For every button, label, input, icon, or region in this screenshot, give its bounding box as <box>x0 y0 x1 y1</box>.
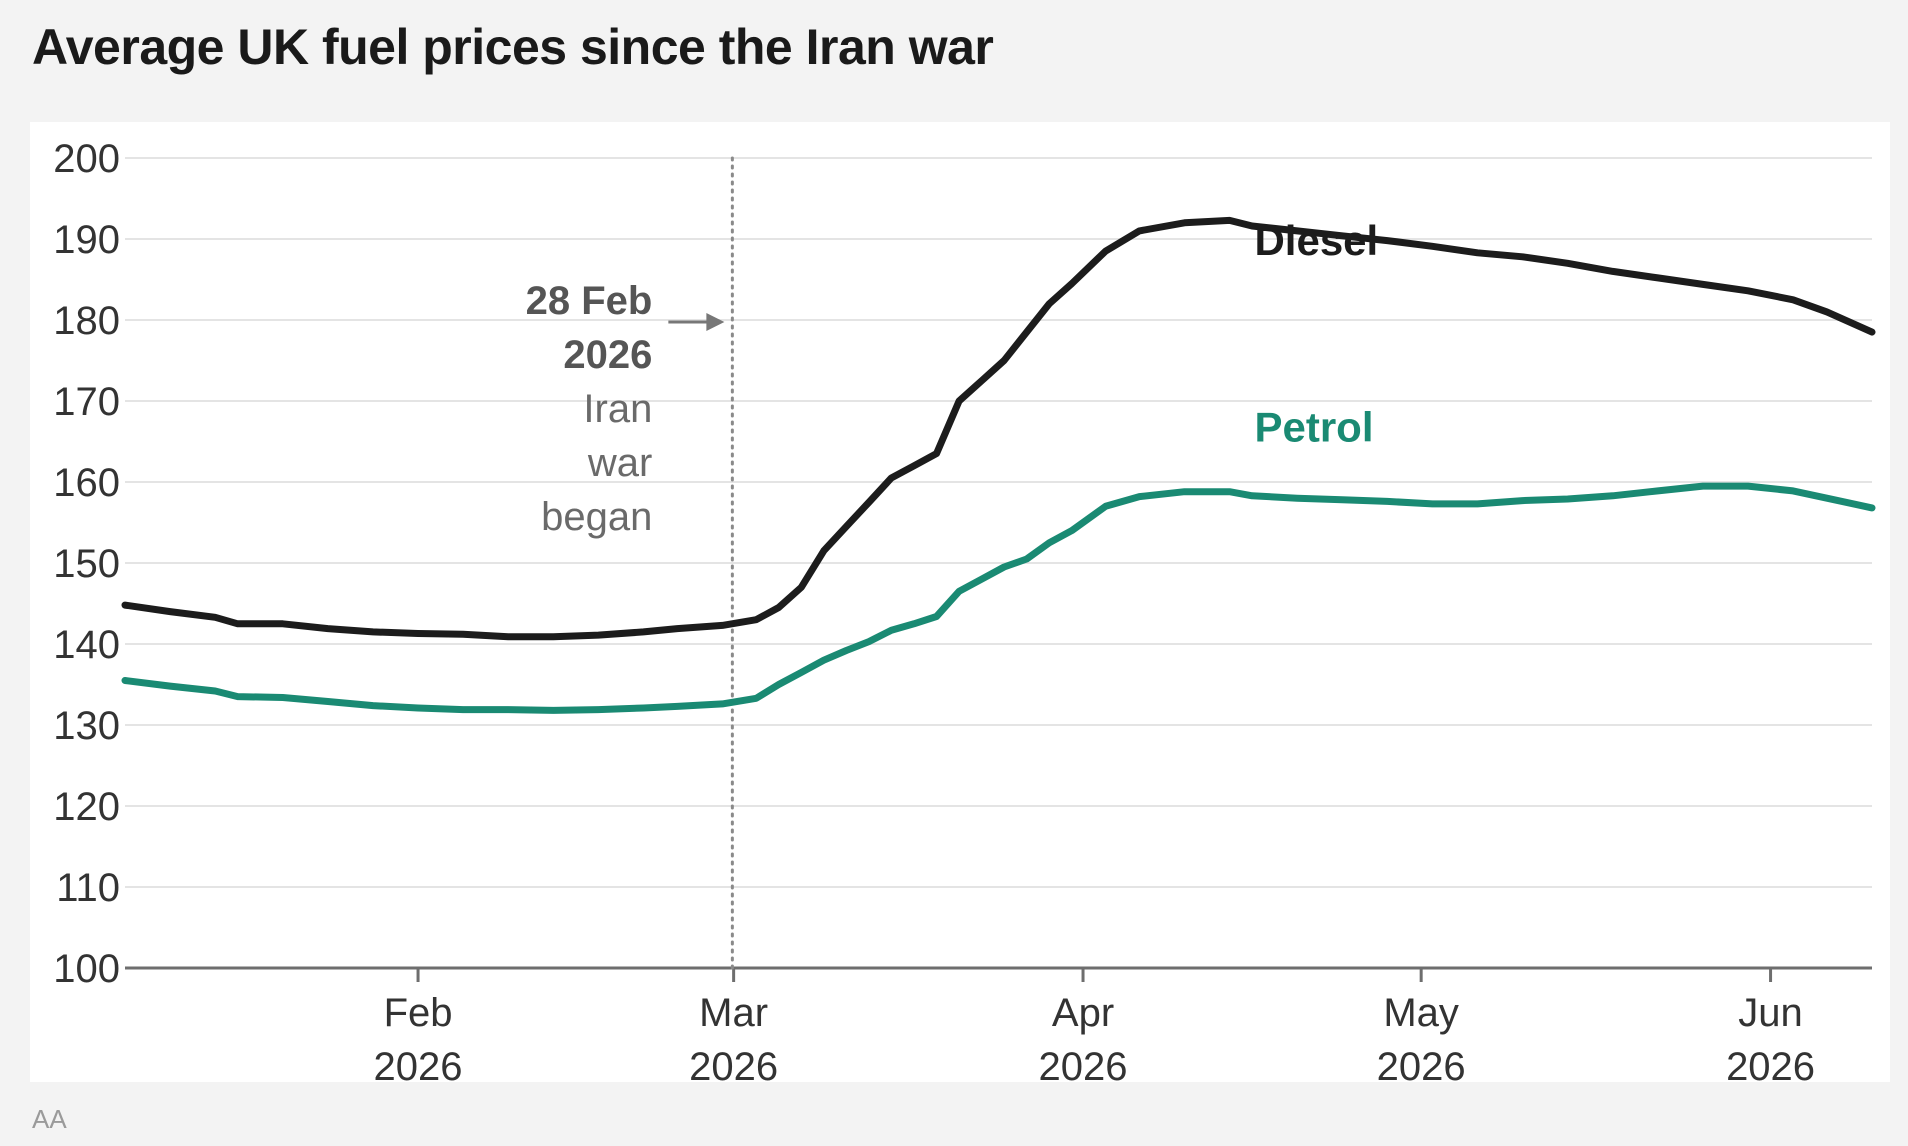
annotation-arrow-head <box>706 313 725 331</box>
y-tick-label: 130 <box>53 704 120 748</box>
series-label-petrol: Petrol <box>1254 404 1373 451</box>
y-tick-label: 180 <box>53 299 120 343</box>
x-tick-label: May <box>1383 991 1459 1035</box>
x-tick-label: 2026 <box>1039 1045 1128 1089</box>
x-tick-label: 2026 <box>689 1045 778 1089</box>
annotation-text: Iran <box>583 387 652 431</box>
series-line-diesel <box>121 216 1876 641</box>
x-tick-label: 2026 <box>1377 1045 1466 1089</box>
x-tick-label: 2026 <box>1726 1045 1815 1089</box>
annotation-title: 28 Feb <box>526 279 653 323</box>
series-label-diesel: Diesel <box>1254 217 1378 264</box>
y-tick-label: 170 <box>53 380 120 424</box>
annotation-text: war <box>587 441 652 485</box>
y-tick-label: 190 <box>53 218 120 262</box>
y-tick-label: 110 <box>56 866 120 910</box>
series-line-petrol <box>121 482 1876 714</box>
y-tick-label: 160 <box>53 461 120 505</box>
y-tick-label: 100 <box>53 947 120 991</box>
y-tick-label: 120 <box>53 785 120 829</box>
y-tick-label: 150 <box>53 542 120 586</box>
annotation-text: began <box>541 495 652 539</box>
x-tick-label: Apr <box>1052 991 1114 1035</box>
annotation-title: 2026 <box>563 333 652 377</box>
x-tick-label: Jun <box>1738 991 1803 1035</box>
source-note: AA <box>32 1104 67 1134</box>
y-tick-label: 200 <box>53 137 120 181</box>
plot-background <box>30 122 1890 1082</box>
y-tick-label: 140 <box>53 623 120 667</box>
x-tick-label: 2026 <box>374 1045 463 1089</box>
chart-title: Average UK fuel prices since the Iran wa… <box>32 19 994 75</box>
x-tick-label: Mar <box>699 991 768 1035</box>
x-tick-label: Feb <box>384 991 453 1035</box>
